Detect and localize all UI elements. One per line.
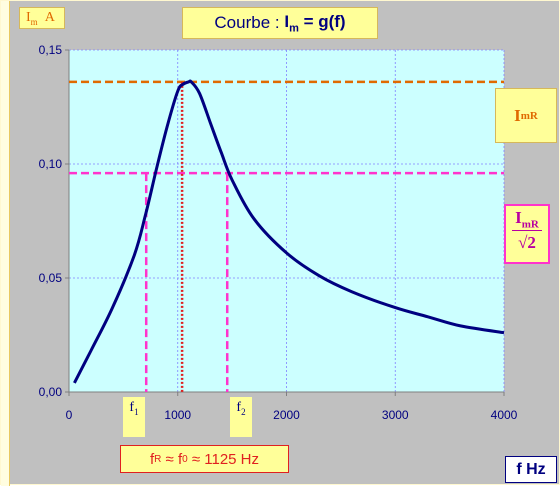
imr-sqrt2-denominator: √2 bbox=[518, 233, 536, 253]
imr-sqrt2-num-sub: mR bbox=[521, 218, 539, 231]
fr-symbol-sub: R bbox=[154, 453, 162, 465]
y-tick-label: 0,00 bbox=[39, 385, 63, 399]
left-margin-strip bbox=[1, 1, 10, 486]
imr-symbol-sub: mR bbox=[520, 109, 538, 122]
fr-approx-f0: ≈ f bbox=[161, 450, 183, 468]
x-axis-unit-text: f Hz bbox=[516, 460, 546, 478]
grid bbox=[69, 49, 505, 392]
f2-symbol-sub: 2 bbox=[241, 406, 246, 417]
f0-symbol-sub: 0 bbox=[182, 453, 188, 465]
axes bbox=[65, 49, 505, 396]
x-tick-label: 2000 bbox=[273, 408, 300, 422]
y-tick-label: 0,10 bbox=[39, 157, 63, 171]
imr-symbol: I bbox=[514, 105, 521, 125]
y-axis-label: Im A bbox=[19, 7, 65, 29]
fr-symbol: f bbox=[149, 450, 155, 468]
imr-over-sqrt2-label: ImR √2 bbox=[504, 204, 550, 264]
chart-title-symbol-sub: m bbox=[289, 22, 299, 35]
y-tick-label: 0,05 bbox=[39, 271, 63, 285]
x-tick-label: 3000 bbox=[382, 408, 409, 422]
y-axis-symbol-sub: m bbox=[30, 16, 38, 27]
x-tick-label: 4000 bbox=[491, 408, 518, 422]
chart-title-expression: = g(f) bbox=[298, 11, 346, 31]
chart-title-prefix: Courbe : bbox=[214, 13, 285, 32]
chart-title-symbol: I bbox=[284, 11, 290, 31]
reference-lines bbox=[69, 80, 504, 392]
f2-label: f2 bbox=[230, 397, 252, 437]
x-tick-label: 1000 bbox=[164, 408, 191, 422]
y-axis-unit: A bbox=[44, 10, 55, 25]
f1-symbol-sub: 1 bbox=[134, 406, 139, 417]
y-axis-symbol: I bbox=[26, 10, 31, 25]
chart-title: Courbe : Im = g(f) bbox=[182, 7, 378, 39]
x-axis-unit-label: f Hz bbox=[505, 456, 557, 483]
plot-area bbox=[69, 50, 504, 392]
imr-sqrt2-num-symbol: I bbox=[515, 208, 522, 227]
tick-labels: 0 1000 2000 3000 4000 0,00 0,05 0,10 0,15 bbox=[39, 43, 518, 422]
x-tick-label: 0 bbox=[66, 408, 73, 422]
f1-label: f1 bbox=[123, 397, 145, 437]
imr-sqrt2-numerator: ImR bbox=[512, 206, 542, 232]
resonance-curve-series bbox=[73, 79, 505, 384]
f1-symbol: f bbox=[129, 400, 135, 415]
y-tick-label: 0,15 bbox=[39, 43, 63, 57]
f2-symbol: f bbox=[236, 400, 242, 415]
fr-value: ≈ 1125 Hz bbox=[187, 450, 260, 468]
